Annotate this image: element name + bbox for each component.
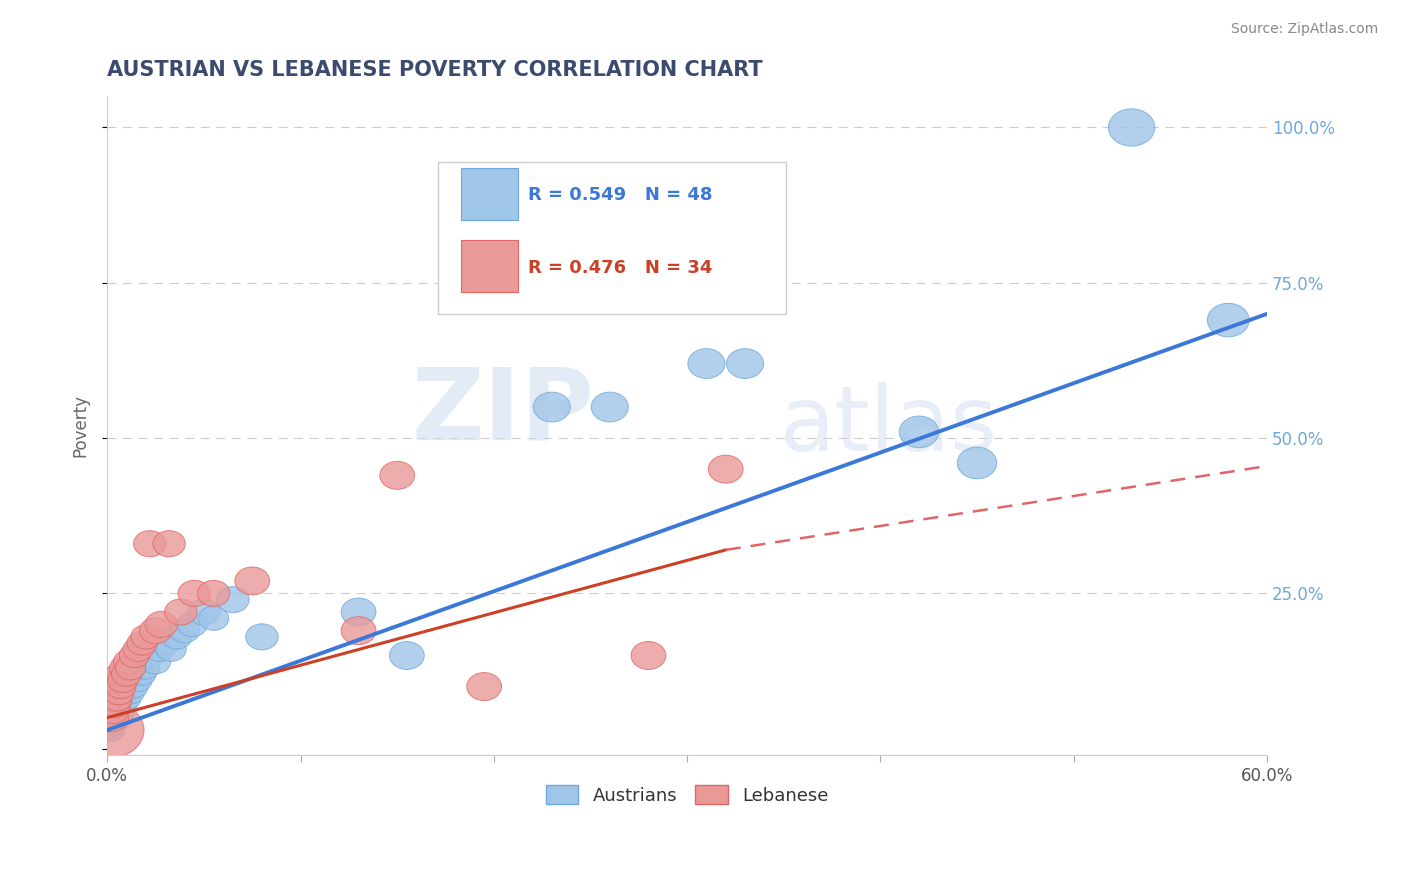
Ellipse shape (1208, 303, 1249, 337)
Ellipse shape (105, 706, 132, 729)
Ellipse shape (114, 649, 143, 673)
Ellipse shape (101, 674, 132, 698)
Ellipse shape (105, 694, 132, 716)
Ellipse shape (389, 641, 425, 670)
Ellipse shape (120, 643, 149, 667)
Ellipse shape (111, 662, 142, 686)
Ellipse shape (122, 657, 150, 679)
Ellipse shape (246, 624, 278, 650)
Ellipse shape (957, 447, 997, 479)
Ellipse shape (105, 674, 136, 698)
Ellipse shape (156, 637, 186, 661)
Ellipse shape (105, 662, 136, 686)
Ellipse shape (111, 675, 139, 698)
Ellipse shape (107, 688, 135, 710)
Text: Source: ZipAtlas.com: Source: ZipAtlas.com (1230, 22, 1378, 37)
Ellipse shape (101, 694, 129, 716)
Ellipse shape (98, 699, 128, 723)
Ellipse shape (128, 663, 156, 685)
Ellipse shape (134, 531, 166, 557)
Ellipse shape (101, 687, 132, 711)
Ellipse shape (533, 392, 571, 422)
Ellipse shape (124, 637, 153, 661)
Ellipse shape (98, 687, 128, 711)
Ellipse shape (108, 694, 136, 716)
Ellipse shape (97, 719, 125, 741)
Y-axis label: Poverty: Poverty (72, 394, 89, 458)
Ellipse shape (118, 663, 146, 685)
Text: R = 0.549   N = 48: R = 0.549 N = 48 (529, 186, 713, 204)
Ellipse shape (100, 693, 131, 717)
Ellipse shape (91, 710, 127, 738)
Ellipse shape (197, 581, 229, 607)
FancyBboxPatch shape (461, 168, 517, 219)
Ellipse shape (145, 611, 177, 638)
Ellipse shape (103, 688, 131, 710)
Ellipse shape (110, 656, 139, 680)
Ellipse shape (131, 624, 162, 649)
Ellipse shape (94, 704, 128, 731)
Text: atlas: atlas (780, 382, 998, 470)
Ellipse shape (217, 587, 249, 613)
Ellipse shape (141, 649, 170, 673)
FancyBboxPatch shape (437, 162, 786, 314)
Ellipse shape (342, 598, 375, 626)
Ellipse shape (135, 643, 165, 667)
FancyBboxPatch shape (461, 240, 517, 292)
Ellipse shape (727, 349, 763, 378)
Ellipse shape (112, 688, 141, 710)
Ellipse shape (104, 668, 134, 692)
Ellipse shape (127, 631, 157, 656)
Ellipse shape (127, 650, 155, 673)
Ellipse shape (198, 607, 229, 631)
Ellipse shape (100, 713, 127, 735)
Text: ZIP: ZIP (412, 364, 595, 461)
Ellipse shape (100, 700, 127, 723)
Ellipse shape (132, 657, 160, 679)
Ellipse shape (170, 618, 200, 643)
Ellipse shape (631, 641, 666, 670)
Ellipse shape (115, 656, 146, 680)
Ellipse shape (342, 616, 375, 645)
Ellipse shape (187, 599, 221, 625)
Ellipse shape (75, 702, 143, 758)
Ellipse shape (235, 567, 270, 595)
Ellipse shape (1108, 109, 1154, 146)
Ellipse shape (115, 669, 142, 691)
Ellipse shape (104, 681, 134, 705)
Ellipse shape (709, 455, 744, 483)
Ellipse shape (96, 693, 127, 717)
Ellipse shape (688, 349, 725, 378)
Ellipse shape (592, 392, 628, 422)
Ellipse shape (107, 700, 135, 723)
Legend: Austrians, Lebanese: Austrians, Lebanese (538, 778, 835, 812)
Ellipse shape (153, 531, 186, 557)
Ellipse shape (121, 675, 148, 698)
Ellipse shape (108, 668, 138, 692)
Ellipse shape (380, 461, 415, 490)
Text: AUSTRIAN VS LEBANESE POVERTY CORRELATION CHART: AUSTRIAN VS LEBANESE POVERTY CORRELATION… (107, 60, 763, 79)
Ellipse shape (124, 669, 152, 691)
Text: R = 0.476   N = 34: R = 0.476 N = 34 (529, 259, 713, 277)
Ellipse shape (108, 681, 136, 704)
Ellipse shape (139, 617, 172, 644)
Ellipse shape (165, 599, 197, 625)
Ellipse shape (145, 637, 174, 661)
Ellipse shape (467, 673, 502, 700)
Ellipse shape (162, 624, 193, 649)
Ellipse shape (179, 581, 211, 607)
Ellipse shape (150, 631, 180, 656)
Ellipse shape (117, 681, 145, 704)
Ellipse shape (103, 700, 131, 723)
Ellipse shape (94, 704, 128, 731)
Ellipse shape (177, 612, 208, 637)
Ellipse shape (900, 416, 939, 448)
Ellipse shape (101, 706, 129, 729)
